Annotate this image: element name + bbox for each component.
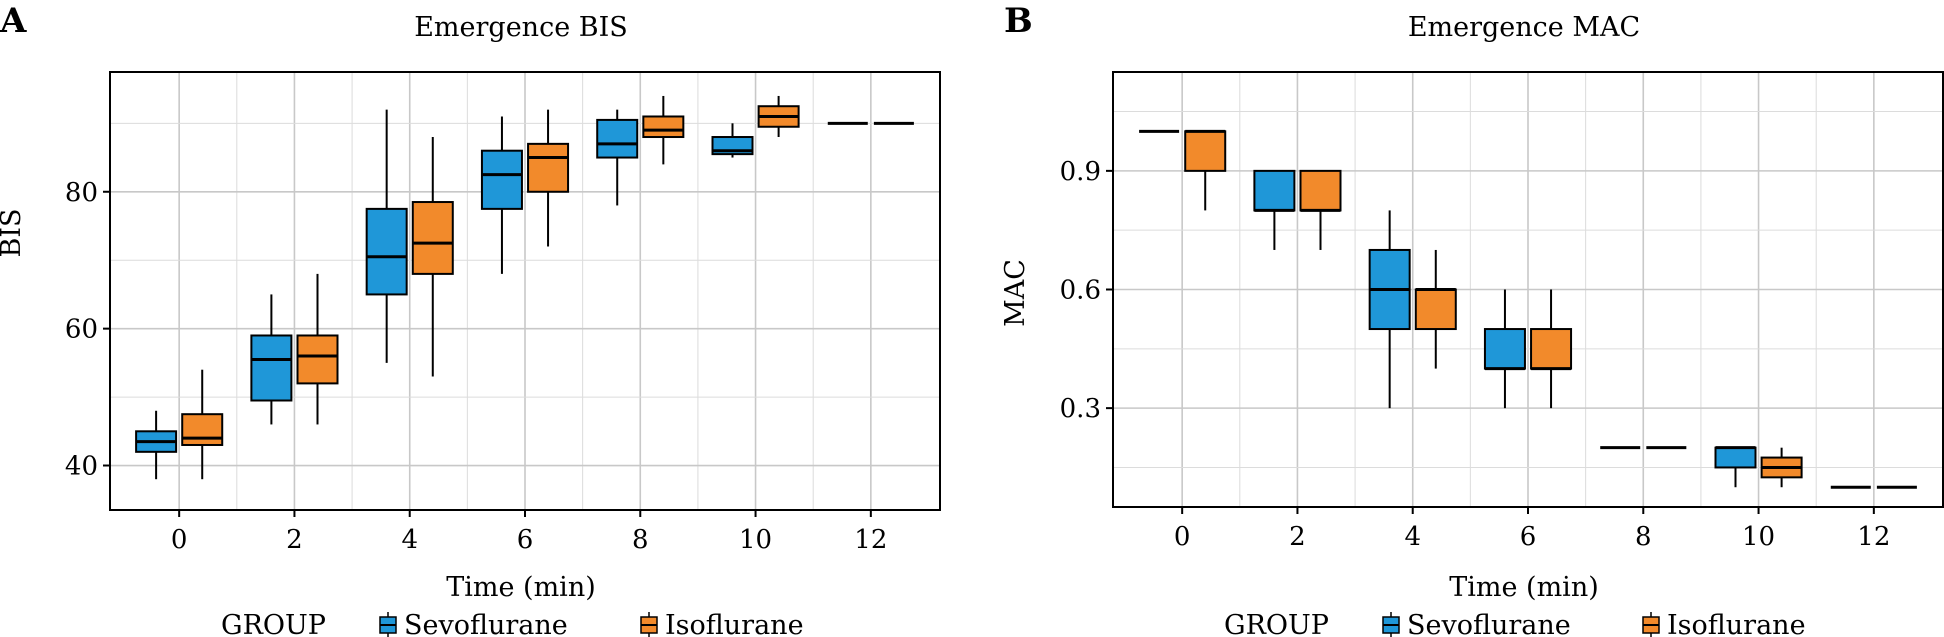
legend-key-sevoflurane <box>379 612 397 637</box>
box-body <box>1299 169 1342 212</box>
box-body <box>1184 130 1227 172</box>
box-sevoflurane-t6 <box>1483 289 1526 409</box>
y-tick-label: 80 <box>65 178 98 208</box>
x-tick-label: 12 <box>854 525 887 555</box>
panel-label: B <box>1004 1 1033 41</box>
chart-title: Emergence BIS <box>414 12 628 43</box>
box-sevoflurane-t2 <box>1253 169 1296 250</box>
box-isoflurane-t0 <box>1184 129 1227 211</box>
box-isoflurane-t10 <box>757 95 800 138</box>
box-isoflurane-t4 <box>1414 249 1457 369</box>
box-body <box>1253 169 1296 212</box>
box-isoflurane-t2 <box>1299 169 1342 250</box>
box-body <box>642 115 685 139</box>
x-tick-label: 2 <box>286 525 303 555</box>
panel-a: A Emergence BIS Time (min) BIS 0 2 4 6 8 10 12… <box>0 1 941 637</box>
box-sevoflurane-t4 <box>1368 210 1411 409</box>
box-body <box>596 118 639 159</box>
box-body <box>365 207 408 296</box>
x-tick-label: 12 <box>1857 522 1890 552</box>
legend-label-isoflurane: Isoflurane <box>665 610 804 637</box>
legend-title: GROUP <box>221 610 326 637</box>
legend-title: GROUP <box>1224 610 1329 637</box>
y-tick-label: 40 <box>65 452 98 482</box>
panel-b: B Emergence MAC Time (min) MAC 0 2 4 6 8 10 12… <box>1000 1 1944 637</box>
y-tick-label: 0.6 <box>1060 276 1101 306</box>
box-body <box>181 413 224 446</box>
box-sevoflurane-t8 <box>596 109 639 206</box>
x-tick-label: 8 <box>1635 522 1652 552</box>
x-tick-label: 0 <box>1174 522 1191 552</box>
x-axis-label: Time (min) <box>1449 572 1599 603</box>
box-isoflurane-t0 <box>181 369 224 480</box>
box-body <box>480 149 523 210</box>
y-axis-label: BIS <box>0 208 27 257</box>
box-body <box>411 201 454 275</box>
box-isoflurane-t4 <box>411 137 454 377</box>
box-body <box>1530 328 1573 370</box>
box-body <box>527 142 570 193</box>
x-tick-label: 6 <box>517 525 534 555</box>
x-tick-label: 4 <box>1404 522 1421 552</box>
box-sevoflurane-t10 <box>711 123 754 158</box>
box-isoflurane-t6 <box>1530 289 1573 409</box>
x-tick-label: 8 <box>632 525 649 555</box>
legend-label-sevoflurane: Sevoflurane <box>1407 610 1571 637</box>
y-tick-label: 0.9 <box>1060 157 1101 187</box>
box-body <box>1414 288 1457 331</box>
legend-label-isoflurane: Isoflurane <box>1667 610 1806 637</box>
box-sevoflurane-t0 <box>135 410 178 480</box>
x-tick-label: 6 <box>1520 522 1537 552</box>
y-tick-label: 60 <box>65 315 98 345</box>
legend: GROUP Sevoflurane Isoflurane <box>221 610 804 637</box>
box-body <box>250 334 293 402</box>
box-isoflurane-t8 <box>642 95 685 165</box>
box-body <box>296 334 339 385</box>
legend-key-isoflurane <box>640 612 658 637</box>
box-isoflurane-t6 <box>527 109 570 247</box>
box-sevoflurane-t6 <box>480 116 523 274</box>
legend-label-sevoflurane: Sevoflurane <box>404 610 568 637</box>
box-sevoflurane-t10 <box>1714 446 1757 488</box>
x-tick-label: 10 <box>739 525 772 555</box>
chart-title: Emergence MAC <box>1408 12 1640 43</box>
box-body <box>1714 446 1757 469</box>
box-isoflurane-t2 <box>296 273 339 425</box>
box-isoflurane-t10 <box>1760 447 1803 488</box>
x-tick-label: 0 <box>171 525 188 555</box>
x-tick-label: 10 <box>1742 522 1775 552</box>
legend-key-sevoflurane <box>1382 612 1400 637</box>
y-axis-label: MAC <box>1000 259 1031 327</box>
box-body <box>1483 328 1526 370</box>
y-tick-label: 0.3 <box>1060 394 1101 424</box>
x-axis-label: Time (min) <box>446 572 596 603</box>
box-sevoflurane-t2 <box>250 294 293 425</box>
x-tick-label: 2 <box>1289 522 1306 552</box>
panel-label: A <box>0 1 27 41</box>
x-tick-label: 4 <box>401 525 418 555</box>
legend-key-isoflurane <box>1642 612 1660 637</box>
box-sevoflurane-t4 <box>365 109 408 363</box>
legend: GROUP Sevoflurane Isoflurane <box>1224 610 1806 637</box>
